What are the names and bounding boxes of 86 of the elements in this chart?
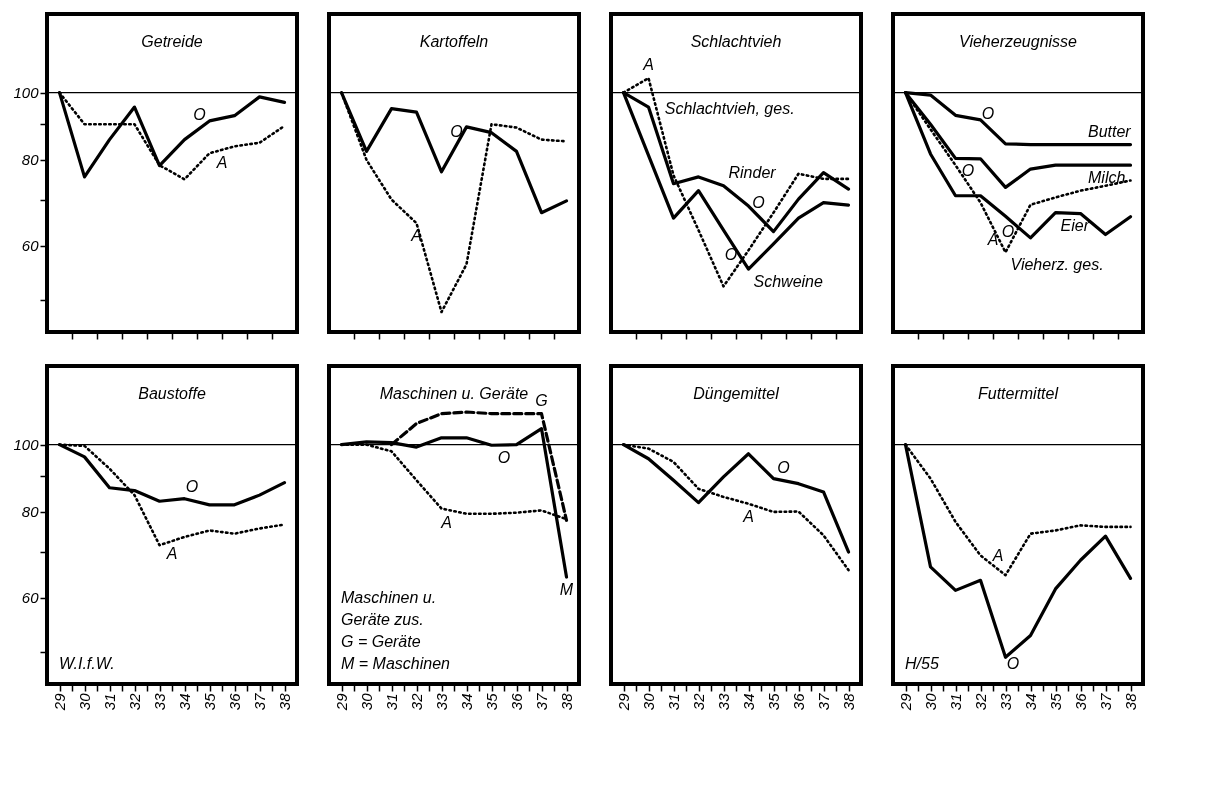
annotation: Geräte zus. <box>341 611 424 628</box>
x-tick-label: 33 <box>715 692 732 711</box>
annotation: M = Maschinen <box>341 655 451 672</box>
x-tick-label: 35 <box>765 692 782 711</box>
annotation: A <box>986 231 999 249</box>
x-tick-label: 30 <box>922 692 939 711</box>
x-tick-label: 33 <box>151 692 168 711</box>
annotation: Schlachtvieh, ges. <box>664 99 795 117</box>
x-tick-label: 37 <box>251 692 268 711</box>
x-tick-label: 34 <box>458 693 475 711</box>
x-tick-label: 37 <box>1097 692 1114 711</box>
annotation: O <box>961 162 975 180</box>
x-tick-label: 29 <box>51 692 68 712</box>
y-tick-label: 100 <box>13 436 40 454</box>
y-tick-label: 60 <box>21 589 40 607</box>
annotation: Maschinen u. <box>341 589 437 606</box>
x-tick-label: 31 <box>101 693 118 711</box>
annotation: A <box>440 513 452 531</box>
annotation: O <box>193 106 206 124</box>
annotation: O <box>1001 222 1015 240</box>
annotation: O <box>1006 654 1020 672</box>
x-tick-label: 31 <box>665 693 682 711</box>
text: Düngemittel <box>693 385 780 402</box>
x-tick-label: 36 <box>226 692 243 711</box>
x-tick-label: 32 <box>690 692 707 711</box>
x-tick-label: 30 <box>76 692 93 711</box>
x-tick-label: 37 <box>815 692 832 711</box>
x-tick-label: 36 <box>508 692 525 711</box>
annotation: O <box>497 448 511 466</box>
x-tick-label: 32 <box>126 692 143 711</box>
x-tick-label: 30 <box>358 692 375 711</box>
annotation: Milch <box>1088 169 1126 187</box>
x-tick-label: 32 <box>408 692 425 711</box>
annotation: G <box>535 391 548 409</box>
annotation: Butter <box>1088 122 1132 140</box>
annotation: O <box>752 194 765 212</box>
x-tick-label: 38 <box>840 692 857 711</box>
x-tick-label: 31 <box>383 693 400 711</box>
x-tick-label: 38 <box>558 692 575 711</box>
annotation: Rinder <box>728 163 777 181</box>
x-tick-label: 29 <box>897 692 914 712</box>
x-tick-label: 30 <box>640 692 657 711</box>
annotation: Vieherz. ges. <box>1010 256 1104 274</box>
annotation: A <box>165 545 178 563</box>
text: Getreide <box>141 33 203 50</box>
text: Schlachtvieh <box>690 33 782 50</box>
annotation: O <box>450 123 463 141</box>
x-tick-label: 29 <box>615 692 632 712</box>
x-tick-label: 35 <box>1047 692 1064 711</box>
y-tick-label: 80 <box>21 151 40 169</box>
annotation: A <box>742 507 754 525</box>
y-tick-label: 80 <box>21 503 40 521</box>
y-tick-label: 100 <box>13 84 40 102</box>
annotation: Schweine <box>753 273 823 291</box>
x-tick-label: 36 <box>790 692 807 711</box>
annotation: M <box>559 581 574 599</box>
annotation: Eier <box>1060 216 1090 234</box>
x-tick-label: 32 <box>972 692 989 711</box>
x-tick-label: 35 <box>483 692 500 711</box>
text: Baustoffe <box>138 385 206 402</box>
annotation: A <box>991 546 1004 564</box>
x-tick-label: 29 <box>333 692 350 712</box>
annotation: H/55 <box>905 655 939 672</box>
x-tick-label: 34 <box>176 693 193 711</box>
annotation: A <box>642 56 654 74</box>
x-tick-label: 38 <box>276 692 293 711</box>
annotation: O <box>185 478 199 496</box>
x-tick-label: 35 <box>201 692 218 711</box>
text: Vieherzeugnisse <box>958 33 1078 50</box>
x-tick-label: 33 <box>997 692 1014 711</box>
x-tick-label: 37 <box>533 692 550 711</box>
text: Kartoffeln <box>419 33 489 50</box>
x-tick-label: 33 <box>433 692 450 711</box>
annotation: A <box>215 153 228 171</box>
annotation: O <box>777 458 790 476</box>
x-tick-label: 36 <box>1072 692 1089 711</box>
text: Futtermittel <box>977 385 1059 402</box>
x-tick-label: 31 <box>947 693 964 711</box>
annotation: O <box>981 104 995 122</box>
y-tick-label: 60 <box>21 237 40 255</box>
x-tick-label: 34 <box>740 693 757 711</box>
x-tick-label: 34 <box>1022 693 1039 711</box>
annotation: G = Geräte <box>341 633 421 650</box>
annotation: W.I.f.W. <box>59 655 115 672</box>
x-tick-label: 38 <box>1122 692 1139 711</box>
text: Maschinen u. Geräte <box>379 385 529 402</box>
